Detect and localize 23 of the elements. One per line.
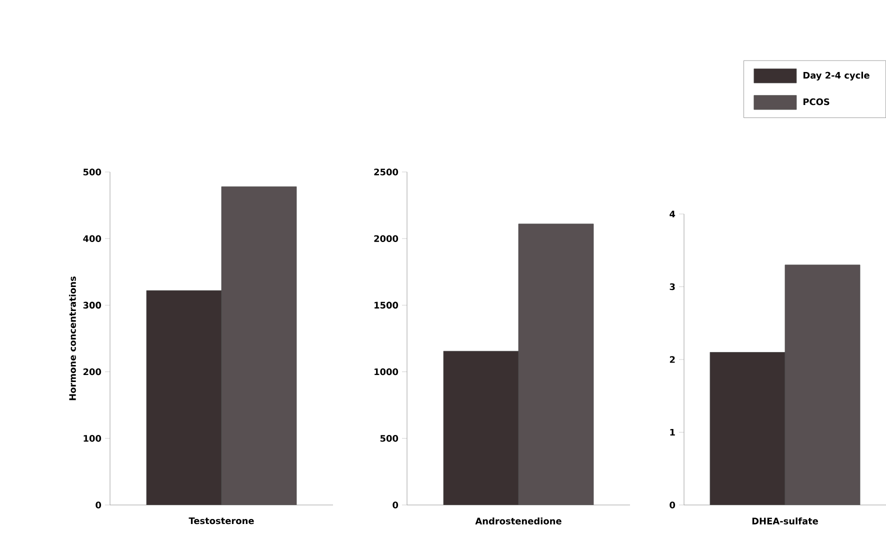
y-tick-label: 400 (83, 235, 102, 242)
y-tick-label: 500 (380, 434, 398, 442)
y-tick-label: 200 (83, 368, 102, 376)
y-tick-label: 100 (84, 434, 102, 442)
x-tick-label: Androstenedione (475, 518, 562, 524)
y-tick-label: 3 (670, 283, 675, 290)
y-tick-label: 2000 (374, 235, 398, 242)
y-tick-label: 300 (83, 302, 102, 309)
y-tick-label: 0 (96, 502, 102, 508)
y-tick-label: 500 (83, 168, 102, 176)
y-tick-label: 4 (670, 210, 676, 218)
y-tick-label: 2500 (374, 168, 398, 176)
y-tick-label: 0 (670, 502, 676, 508)
legend-label: Day 2-4 cycle (804, 72, 870, 80)
y-tick-label: 1 (670, 428, 675, 436)
y-tick-label: 1000 (374, 368, 398, 376)
x-tick-label: Testosterone (188, 518, 254, 524)
x-tick-label: DHEA-sulfate (752, 518, 818, 524)
legend-label: PCOS (804, 98, 830, 106)
y-tick-label: 2 (670, 356, 675, 363)
y-axis-title: Hormone concentrations (68, 276, 76, 400)
y-tick-label: 0 (392, 502, 398, 508)
y-tick-label: 1500 (374, 302, 398, 309)
